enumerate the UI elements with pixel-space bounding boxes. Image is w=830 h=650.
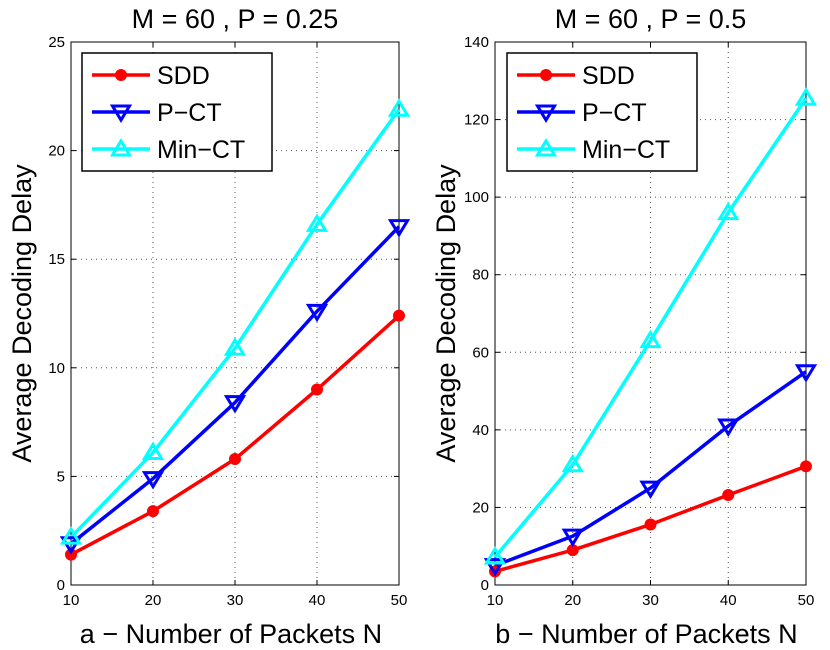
data-point-2-3 <box>717 201 740 221</box>
data-point-1-2 <box>639 480 662 500</box>
y-tick-label: 100 <box>464 189 489 206</box>
x-axis-label: a − Number of Packets N <box>80 619 382 649</box>
data-point-1-4 <box>387 219 411 238</box>
data-point-1-3 <box>305 303 329 323</box>
data-point-1-2 <box>223 395 247 414</box>
series-line-2 <box>493 97 808 559</box>
data-point-0-3 <box>722 489 735 502</box>
data-point-2-0 <box>483 546 507 565</box>
data-point-0-3 <box>311 383 323 396</box>
x-tick-label: 10 <box>63 592 80 609</box>
legend-label-0: SDD <box>582 62 635 90</box>
x-tick-label: 20 <box>564 592 581 609</box>
legend-marker-0 <box>540 69 552 81</box>
data-point-0-2 <box>644 518 657 531</box>
data-point-2-2 <box>223 337 247 356</box>
y-tick-label: 60 <box>472 344 489 361</box>
legend-marker-0 <box>115 69 127 81</box>
series-line-1 <box>69 225 401 546</box>
data-point-1-3 <box>717 418 740 437</box>
data-point-2-2 <box>639 329 662 349</box>
data-point-0-1 <box>147 505 159 518</box>
data-point-2-1 <box>561 453 584 473</box>
legend-marker-1 <box>534 104 558 123</box>
axes-frame <box>494 41 807 586</box>
y-tick-label: 20 <box>472 499 489 516</box>
y-tick-label: 20 <box>48 143 65 160</box>
legend: SDD P−CT Min−CT <box>506 52 698 172</box>
data-point-0-2 <box>229 453 241 466</box>
data-point-2-3 <box>305 213 329 232</box>
data-point-1-1 <box>141 471 165 490</box>
y-axis-label: Average Decoding Delay <box>7 164 37 463</box>
panel-0: 10 20 30 40 50 0 5 10 15 20 25 M = 60 , P = 0.25 a −… <box>7 4 411 649</box>
x-tick-label: 40 <box>309 592 326 609</box>
data-point-1-1 <box>561 528 584 548</box>
data-point-2-4 <box>794 87 818 106</box>
series-line-2 <box>69 108 401 539</box>
chart-title: M = 60 , P = 0.25 <box>132 4 339 34</box>
chart-title: M = 60 , P = 0.5 <box>555 4 747 34</box>
legend-marker-2 <box>534 138 558 157</box>
y-tick-label: 15 <box>48 251 65 268</box>
series-line-1 <box>494 370 808 568</box>
y-tick-label: 120 <box>464 112 489 129</box>
data-point-1-0 <box>483 558 507 577</box>
y-tick-label: 0 <box>481 577 489 594</box>
x-tick-label: 50 <box>798 592 815 609</box>
x-tick-label: 30 <box>642 592 659 609</box>
x-tick-label: 40 <box>720 592 737 609</box>
y-tick-label: 25 <box>48 34 65 51</box>
data-point-2-0 <box>59 526 83 545</box>
y-tick-label: 10 <box>48 360 65 377</box>
data-point-0-4 <box>800 460 812 473</box>
y-tick-label: 40 <box>472 422 489 439</box>
x-axis-label: b − Number of Packets N <box>495 619 797 649</box>
x-tick-label: 10 <box>487 592 504 609</box>
x-tick-label: 20 <box>145 592 162 609</box>
legend-marker-1 <box>109 104 133 123</box>
data-point-2-1 <box>141 441 165 460</box>
legend-label-1: P−CT <box>157 99 222 127</box>
legend: SDD P−CT Min−CT <box>81 52 273 172</box>
data-point-2-4 <box>387 98 411 117</box>
legend-marker-2 <box>109 138 133 157</box>
panel-1: 10 20 30 40 50 0 20 40 60 80 100 120 140 M = 60 , P =… <box>431 4 818 649</box>
data-point-1-4 <box>794 364 818 383</box>
data-point-1-0 <box>59 536 83 555</box>
legend-label-1: P−CT <box>582 99 647 127</box>
legend-label-2: Min−CT <box>582 136 670 164</box>
x-tick-label: 30 <box>227 592 244 609</box>
y-tick-label: 5 <box>57 468 65 485</box>
y-tick-label: 80 <box>472 267 489 284</box>
legend-label-0: SDD <box>157 62 210 90</box>
y-tick-label: 140 <box>464 34 489 51</box>
y-axis-label: Average Decoding Delay <box>431 164 461 463</box>
x-tick-label: 50 <box>391 592 408 609</box>
legend-label-2: Min−CT <box>157 136 245 164</box>
y-tick-label: 0 <box>57 577 65 594</box>
data-point-0-4 <box>393 309 405 322</box>
